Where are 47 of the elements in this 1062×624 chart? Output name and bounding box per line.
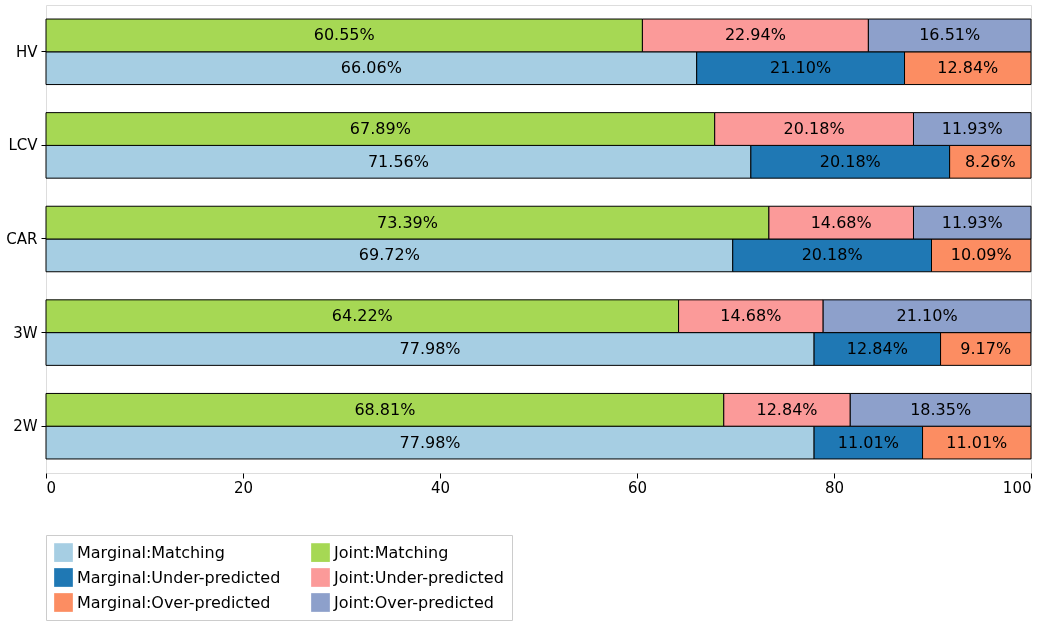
legend-label: Marginal:Over-predicted xyxy=(77,592,271,612)
data-label: 14.68% xyxy=(810,212,872,232)
legend-label: Marginal:Under-predicted xyxy=(77,567,281,587)
y-tick-label: HV xyxy=(15,42,39,61)
data-label: 77.98% xyxy=(399,432,461,452)
y-tick-label: LCV xyxy=(8,136,39,155)
data-label: 11.93% xyxy=(941,212,1003,232)
data-label: 16.51% xyxy=(919,25,981,45)
data-label: 69.72% xyxy=(358,245,420,265)
legend-label: Joint:Matching xyxy=(333,542,449,562)
legend-label: Joint:Under-predicted xyxy=(333,567,504,587)
data-label: 8.26% xyxy=(964,151,1016,171)
data-label: 22.94% xyxy=(724,25,786,45)
x-tick-label: 0 xyxy=(46,478,57,497)
x-tick-label: 100 xyxy=(1002,478,1032,497)
legend-label: Marginal:Matching xyxy=(77,542,225,562)
x-tick-label: 20 xyxy=(233,478,254,497)
y-tick-label: 3W xyxy=(13,323,38,342)
x-tick-label: 60 xyxy=(627,478,648,497)
data-label: 21.10% xyxy=(770,58,832,78)
data-label: 71.56% xyxy=(367,151,429,171)
x-tick-label: 40 xyxy=(430,478,451,497)
data-label: 60.55% xyxy=(313,25,375,45)
data-label: 64.22% xyxy=(331,306,393,326)
y-tick-label: 2W xyxy=(13,417,38,436)
data-label: 21.10% xyxy=(896,306,958,326)
data-label: 67.89% xyxy=(349,119,411,139)
data-label: 11.01% xyxy=(837,432,899,452)
data-label: 12.84% xyxy=(846,338,908,358)
data-label: 18.35% xyxy=(910,399,972,419)
data-label: 12.84% xyxy=(937,58,999,78)
data-label: 10.09% xyxy=(950,245,1012,265)
legend-label: Joint:Over-predicted xyxy=(333,592,494,612)
data-label: 20.18% xyxy=(801,245,863,265)
data-label: 66.06% xyxy=(340,58,402,78)
x-tick-label: 80 xyxy=(824,478,845,497)
data-label: 20.18% xyxy=(783,119,845,139)
data-label: 11.93% xyxy=(941,119,1003,139)
data-label: 9.17% xyxy=(960,338,1012,358)
data-label: 73.39% xyxy=(376,212,438,232)
data-label: 68.81% xyxy=(354,399,416,419)
data-label: 11.01% xyxy=(946,432,1008,452)
data-label: 14.68% xyxy=(720,306,782,326)
y-tick-label: CAR xyxy=(6,230,38,248)
data-label: 12.84% xyxy=(756,399,818,419)
data-label: 20.18% xyxy=(819,151,881,171)
data-label: 77.98% xyxy=(399,338,461,358)
